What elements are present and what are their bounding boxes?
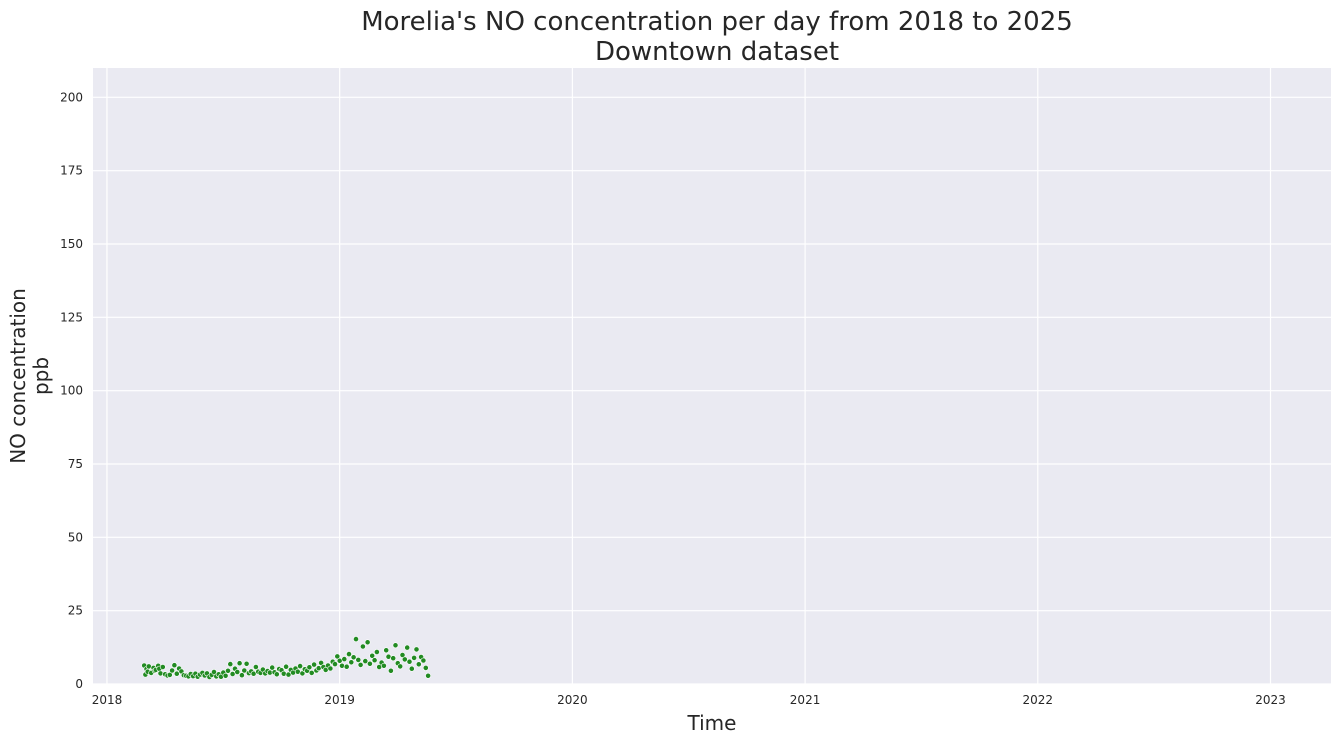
y-tick-label: 50 [68, 530, 83, 544]
data-point [359, 643, 366, 650]
x-tick-label: 2023 [1255, 693, 1286, 707]
data-point [211, 669, 217, 675]
x-tick-label: 2022 [1023, 693, 1054, 707]
chart-title-line-1: Morelia's NO concentration per day from … [361, 7, 1073, 37]
data-point [380, 662, 387, 669]
data-point [383, 647, 390, 654]
y-tick-label: 100 [60, 384, 83, 398]
data-point [236, 660, 243, 667]
data-point [269, 664, 276, 671]
data-point [283, 663, 289, 670]
data-point [315, 665, 322, 672]
data-point [252, 664, 259, 670]
y-tick-label: 0 [75, 677, 83, 691]
data-point [353, 636, 359, 642]
data-point [346, 651, 352, 657]
data-point [234, 669, 241, 675]
x-tick-label: 2019 [324, 693, 355, 707]
data-point [415, 661, 422, 668]
data-point [369, 652, 376, 659]
data-point [401, 656, 408, 663]
data-point [350, 654, 357, 661]
data-point [411, 655, 417, 661]
data-point [355, 657, 362, 663]
data-point [404, 644, 411, 651]
data-point [238, 672, 245, 679]
y-axis-title: NO concentration ppb [6, 288, 53, 464]
data-point [390, 655, 397, 662]
y-tick-label: 175 [60, 164, 83, 178]
data-point [373, 649, 380, 655]
data-point [366, 660, 373, 667]
chart-title-line-2: Downtown dataset [595, 37, 839, 67]
data-point [166, 672, 173, 678]
data-point [425, 672, 431, 679]
data-point [280, 670, 287, 677]
data-point [341, 656, 348, 662]
data-point [227, 661, 234, 667]
data-point [157, 670, 164, 677]
data-point [420, 657, 427, 664]
x-tick-label: 2021 [790, 693, 821, 707]
data-point [308, 670, 315, 676]
data-point [387, 667, 394, 674]
data-point [306, 664, 313, 671]
y-tick-label: 125 [60, 310, 83, 324]
data-point [348, 659, 355, 666]
data-point [171, 662, 178, 669]
data-point [362, 658, 369, 664]
data-point [229, 671, 236, 677]
data-point [392, 642, 399, 649]
data-point [243, 660, 250, 667]
y-tick-labels: 0 25 50 75 100 125 150 175 200 [60, 90, 83, 691]
data-point [408, 665, 415, 672]
data-point [422, 665, 429, 671]
data-point [311, 661, 317, 668]
data-point [159, 664, 166, 670]
x-tick-label: 2020 [557, 693, 588, 707]
data-point [413, 646, 420, 653]
data-point [397, 663, 404, 670]
data-point [332, 661, 338, 667]
data-point [169, 667, 175, 674]
plot-area [93, 68, 1331, 684]
x-tick-labels: 2018 2019 2020 2021 2022 2023 [92, 693, 1286, 707]
data-point [399, 652, 406, 658]
y-tick-label: 200 [60, 90, 83, 104]
data-point [241, 667, 248, 674]
data-point [222, 672, 229, 679]
y-axis-title-line-1: NO concentration [6, 288, 30, 464]
data-point [343, 663, 350, 670]
x-tick-label: 2018 [92, 693, 123, 707]
data-point [406, 658, 413, 665]
chart-title: Morelia's NO concentration per day from … [361, 7, 1073, 67]
data-point [327, 665, 334, 672]
data-point [339, 662, 345, 669]
data-point [225, 667, 231, 674]
data-point [173, 670, 180, 677]
data-points [141, 636, 431, 680]
y-axis-title-line-2: ppb [29, 357, 53, 395]
data-point [297, 663, 303, 669]
data-point [371, 657, 378, 664]
y-tick-label: 150 [60, 237, 83, 251]
y-tick-label: 25 [68, 604, 83, 618]
data-point [364, 639, 371, 646]
data-point [273, 671, 280, 678]
x-axis-title: Time [687, 711, 737, 735]
y-tick-label: 75 [68, 457, 83, 471]
data-point [357, 662, 364, 668]
data-point [334, 653, 341, 660]
grid [93, 68, 1331, 685]
